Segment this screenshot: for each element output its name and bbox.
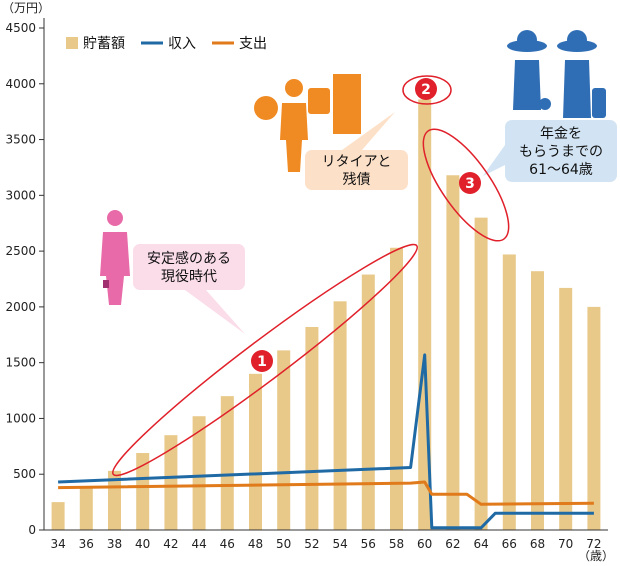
- x-tick-label: 34: [50, 537, 65, 551]
- potted-plant-icon: [539, 98, 551, 110]
- lines-layer: [58, 353, 594, 530]
- calculator-icon: [308, 88, 330, 114]
- x-tick-label: 58: [389, 537, 404, 551]
- woman-head-icon: [107, 210, 123, 226]
- callout-text-line: 61～64歳: [529, 162, 593, 178]
- x-tick-label: 62: [445, 537, 460, 551]
- building-icon: [333, 74, 361, 134]
- person-left-body-icon: [513, 60, 541, 110]
- y-tick-label: 2500: [5, 244, 36, 258]
- bar-age-42: [164, 435, 178, 530]
- person-right-body-icon: [563, 60, 591, 118]
- y-tick-label: 1500: [5, 356, 36, 370]
- callout-text-line: 残債: [343, 172, 371, 188]
- badge-number-3: 3: [465, 176, 475, 192]
- callout-text-line: 年金を: [540, 126, 582, 142]
- callout-bubble-3: [505, 120, 617, 182]
- bar-age-40: [136, 453, 150, 530]
- bar-age-36: [79, 486, 93, 530]
- woman-body-icon: [100, 232, 130, 305]
- suitcase-icon: [592, 88, 606, 118]
- callout-text-line: もらうまでの: [519, 144, 603, 160]
- bar-age-64: [474, 217, 488, 530]
- series-line-income: [58, 353, 594, 530]
- bar-age-68: [531, 271, 544, 530]
- x-unit-label: （歳）: [578, 549, 614, 563]
- legend-swatch-bar: [66, 37, 78, 49]
- y-tick-label: 1000: [5, 411, 36, 425]
- highlight-ellipse-1: [112, 243, 418, 477]
- x-tick-label: 40: [135, 537, 150, 551]
- retiree-head-icon: [285, 79, 303, 97]
- legend-label: 収入: [168, 36, 196, 52]
- callout-bubble-2: [305, 150, 408, 190]
- x-tick-label: 54: [332, 537, 347, 551]
- x-tick-label: 36: [79, 537, 94, 551]
- bar-age-48: [249, 373, 262, 530]
- bar-age-62: [446, 175, 460, 530]
- bar-age-58: [390, 247, 403, 530]
- callout-text-line: リタイアと: [322, 154, 392, 170]
- person-left-head-icon: [517, 30, 537, 50]
- legend-label: 貯蓄額: [83, 36, 125, 52]
- illustrations: [100, 30, 606, 305]
- callout-tail-2: [342, 112, 395, 150]
- bars-layer: [51, 99, 601, 531]
- highlight-ellipse-2: [402, 75, 452, 105]
- x-tick-label: 72: [586, 537, 601, 551]
- legend-label: 支出: [239, 36, 267, 52]
- y-tick-label: 0: [28, 523, 36, 537]
- bouquet-icon: [254, 96, 278, 120]
- person-right-head-icon: [567, 30, 587, 50]
- x-tick-label: 52: [304, 537, 319, 551]
- highlight-ellipse-3: [422, 128, 510, 242]
- badge-circle-2: [415, 78, 437, 100]
- x-tick-label: 56: [361, 537, 376, 551]
- y-tick-label: 500: [13, 467, 36, 481]
- legend: 貯蓄額 収入 支出: [66, 36, 267, 52]
- y-tick-label: 4000: [5, 77, 36, 91]
- bar-age-52: [305, 326, 319, 530]
- callout-text-line: 安定感のある: [147, 250, 231, 267]
- callout-bubble-1: [133, 244, 245, 290]
- bar-age-54: [333, 301, 347, 530]
- bar-age-72: [587, 306, 601, 530]
- x-tick-label: 42: [163, 537, 178, 551]
- bar-age-46: [220, 396, 234, 530]
- bar-age-44: [192, 416, 206, 530]
- bar-age-34: [51, 502, 65, 530]
- retiree-body-icon: [280, 103, 308, 172]
- handbag-icon: [103, 280, 109, 288]
- y-unit-label: （万円）: [2, 1, 50, 15]
- x-tick-label: 50: [276, 537, 291, 551]
- callout-tail-1: [185, 290, 245, 334]
- x-tick-label: 44: [191, 537, 206, 551]
- series-line-expense: [58, 480, 594, 506]
- bar-age-66: [502, 254, 516, 531]
- badge-number-1: 1: [257, 354, 267, 370]
- y-tick-label: 3500: [5, 133, 36, 147]
- x-tick-label: 64: [473, 537, 488, 551]
- y-tick-label: 3000: [5, 188, 36, 202]
- bar-age-50: [277, 350, 291, 530]
- x-tick-label: 66: [502, 537, 517, 551]
- callout-text-line: 現役時代: [161, 269, 217, 285]
- x-tick-label: 68: [530, 537, 545, 551]
- y-tick-label: 4500: [5, 21, 36, 35]
- x-tick-label: 48: [248, 537, 263, 551]
- bar-age-56: [361, 274, 375, 530]
- callout-tail-3: [483, 145, 505, 176]
- badge-number-2: 2: [421, 82, 431, 98]
- x-tick-label: 60: [417, 537, 432, 551]
- x-tick-label: 38: [107, 537, 122, 551]
- x-tick-label: 46: [220, 537, 235, 551]
- bar-age-70: [559, 287, 573, 530]
- badge-circle-1: [251, 350, 273, 372]
- x-tick-label: 70: [558, 537, 573, 551]
- badge-circle-3: [459, 172, 481, 194]
- y-tick-label: 2000: [5, 300, 36, 314]
